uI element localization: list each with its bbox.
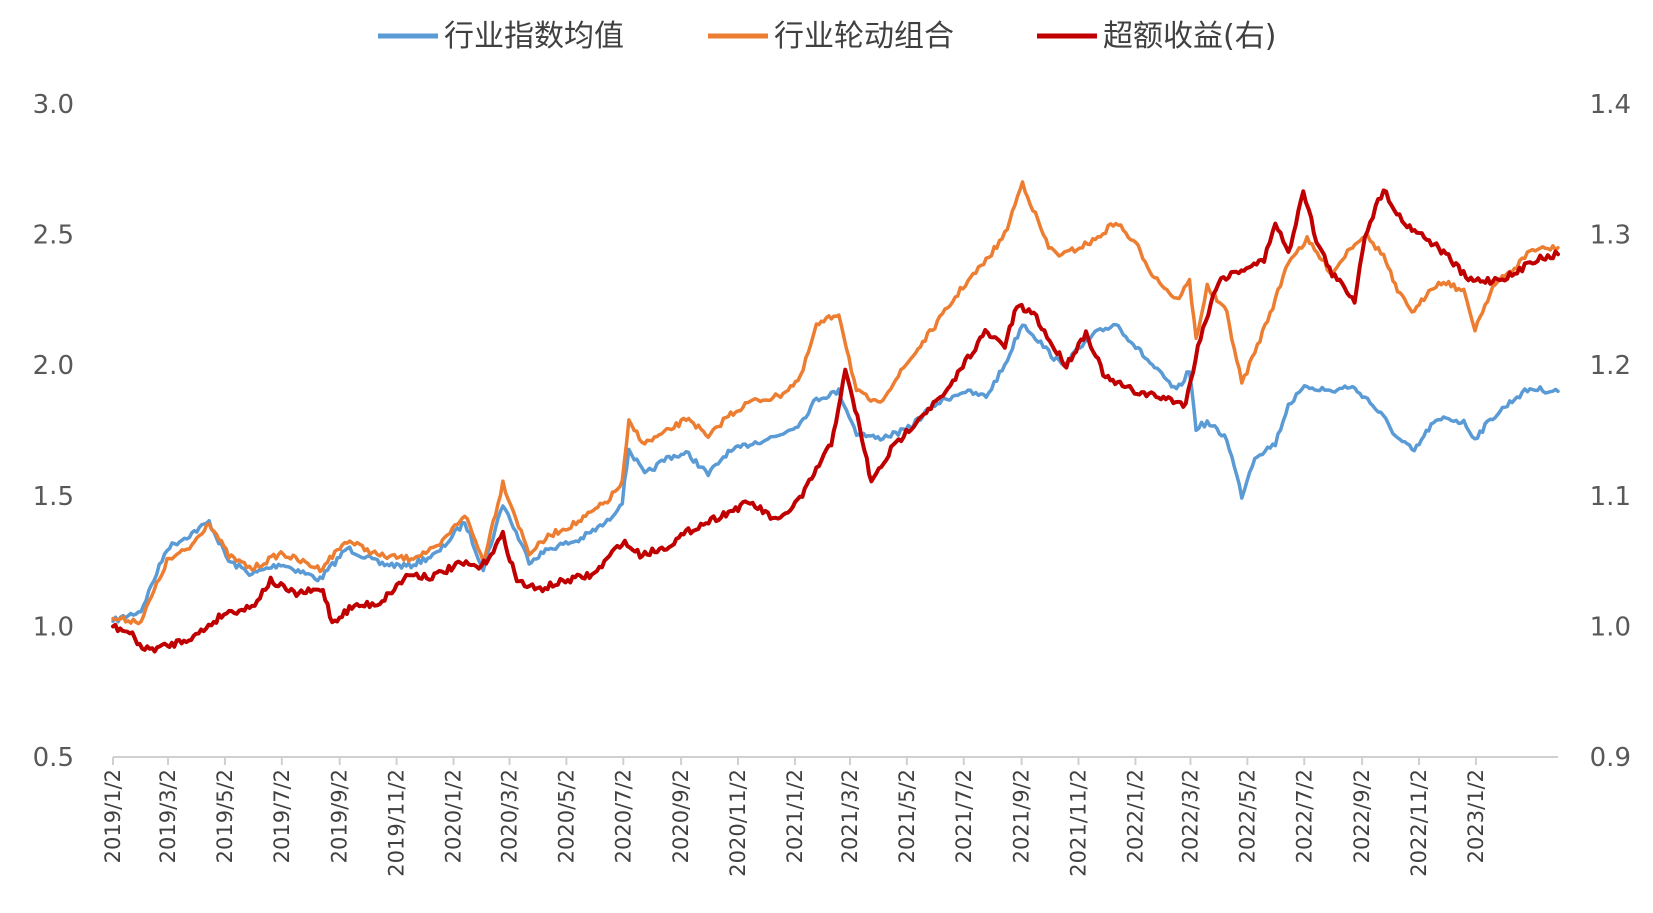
y-right-tick-label: 0.9: [1590, 743, 1631, 773]
x-tick-label: 2020/1/2: [441, 769, 465, 863]
x-tick-label: 2020/3/2: [497, 769, 521, 863]
x-tick-label: 2020/5/2: [554, 769, 578, 863]
x-tick-label: 2022/9/2: [1350, 769, 1374, 863]
x-tick-label: 2023/1/2: [1464, 769, 1488, 863]
x-tick-label: 2021/11/2: [1067, 769, 1091, 877]
y-left-tick-label: 0.5: [33, 743, 74, 773]
x-tick-label: 2019/5/2: [213, 769, 237, 863]
x-tick-label: 2021/9/2: [1010, 769, 1034, 863]
x-tick-label: 2020/9/2: [669, 769, 693, 863]
y-right-tick-label: 1.4: [1590, 90, 1631, 120]
x-axis: 2019/1/2 2019/3/2 2019/5/2 2019/7/2 2019/9/2…: [101, 756, 1558, 877]
legend-label: 行业轮动组合: [774, 19, 954, 54]
series-line: [111, 322, 1560, 624]
x-tick-label: 2019/9/2: [328, 769, 352, 863]
legend: 行业指数均值 行业轮动组合 超额收益(右): [378, 19, 1276, 54]
x-tick-label: 2019/11/2: [385, 769, 409, 877]
series-line: [111, 180, 1560, 626]
legend-item: 超额收益(右): [1037, 19, 1276, 54]
left-y-axis: 0.5 1.0 1.5 2.0 2.5 3.0: [33, 90, 74, 773]
legend-item: 行业轮动组合: [708, 19, 954, 54]
x-tick-label: 2022/3/2: [1178, 769, 1202, 863]
legend-label: 超额收益(右): [1103, 19, 1276, 54]
right-y-axis: 0.9 1.0 1.1 1.2 1.3 1.4: [1590, 90, 1631, 773]
legend-label: 行业指数均值: [444, 19, 624, 54]
x-tick-label: 2022/7/2: [1292, 769, 1316, 863]
y-left-tick-label: 3.0: [33, 90, 74, 120]
x-tick-label: 2019/1/2: [101, 769, 125, 863]
y-left-tick-label: 1.5: [33, 482, 74, 512]
x-tick-label: 2020/11/2: [726, 769, 750, 877]
x-tick-label: 2019/7/2: [270, 769, 294, 863]
y-right-tick-label: 1.2: [1590, 351, 1631, 381]
y-right-tick-label: 1.0: [1590, 612, 1631, 642]
x-tick-label: 2022/11/2: [1407, 769, 1431, 877]
y-right-tick-label: 1.3: [1590, 221, 1631, 251]
x-tick-label: 2020/7/2: [611, 769, 635, 863]
legend-item: 行业指数均值: [378, 19, 624, 54]
x-tick-label: 2022/5/2: [1235, 769, 1259, 863]
y-right-tick-label: 1.1: [1590, 482, 1631, 512]
y-left-tick-label: 1.0: [33, 612, 74, 642]
x-tick-label: 2021/3/2: [838, 769, 862, 863]
series-group: [111, 180, 1560, 654]
x-tick-label: 2022/1/2: [1123, 769, 1147, 863]
series-line: [111, 188, 1560, 654]
y-left-tick-label: 2.0: [33, 351, 74, 381]
x-tick-label: 2021/7/2: [952, 769, 976, 863]
x-tick-label: 2021/5/2: [895, 769, 919, 863]
x-tick-label: 2021/1/2: [783, 769, 807, 863]
x-tick-label: 2019/3/2: [156, 769, 180, 863]
y-left-tick-label: 2.5: [33, 221, 74, 251]
